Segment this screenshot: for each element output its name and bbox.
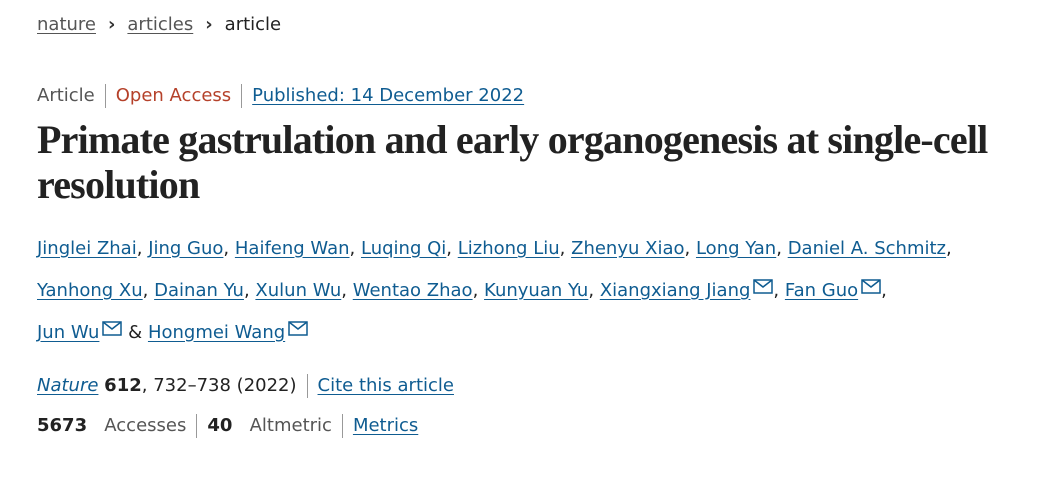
author-link[interactable]: Kunyuan Yu xyxy=(484,280,589,301)
breadcrumb-link[interactable]: nature xyxy=(37,14,96,35)
separator: , xyxy=(588,280,595,301)
breadcrumb-link[interactable]: articles xyxy=(127,14,194,35)
metrics-link[interactable]: Metrics xyxy=(352,415,419,436)
separator: , xyxy=(141,375,148,396)
author-link[interactable]: Jinglei Zhai xyxy=(37,238,137,259)
email-icon[interactable] xyxy=(861,269,881,309)
author-link[interactable]: Wentao Zhao xyxy=(352,280,473,301)
author: Xulun Wu, xyxy=(255,280,347,301)
author: Jinglei Zhai, xyxy=(37,238,142,259)
accesses-label: Accesses xyxy=(104,415,187,436)
published-date[interactable]: Published: 14 December 2022 xyxy=(252,85,525,106)
article-type: Article xyxy=(37,85,95,106)
separator: , xyxy=(136,238,143,259)
chevron: › xyxy=(205,14,213,35)
author-link[interactable]: Lizhong Liu xyxy=(457,238,560,259)
separator: , xyxy=(773,280,780,301)
separator: , xyxy=(341,280,347,301)
article-meta: Article Open Access Published: 14 December… xyxy=(37,84,524,108)
metrics: 5673 Accesses 40 Altmetric Metrics xyxy=(37,414,418,438)
separator: , xyxy=(946,238,952,259)
author-link[interactable]: Xulun Wu xyxy=(255,280,342,301)
author-link[interactable]: Dainan Yu xyxy=(154,280,244,301)
separator: , xyxy=(472,280,479,301)
author: Luqing Qi, xyxy=(361,238,452,259)
conjunction: & xyxy=(128,322,143,343)
author: Wentao Zhao, xyxy=(353,280,479,301)
author-link[interactable]: Fan Guo xyxy=(784,280,859,301)
separator: , xyxy=(881,280,887,301)
author-link[interactable]: Haifeng Wan xyxy=(234,238,350,259)
year: (2022) xyxy=(236,375,297,396)
article-title: Primate gastrulation and early organogen… xyxy=(37,117,988,207)
separator: , xyxy=(559,238,566,259)
separator: , xyxy=(776,238,782,259)
breadcrumb-current: article xyxy=(224,14,282,35)
separator: , xyxy=(446,238,452,259)
author: Xiangxiang Jiang, xyxy=(599,279,780,301)
cite-link[interactable]: Cite this article xyxy=(317,375,454,396)
author-link[interactable]: Long Yan xyxy=(695,238,777,259)
author: Jing Guo, xyxy=(148,238,229,259)
author-link[interactable]: Yanhong Xu xyxy=(37,280,143,301)
breadcrumb: nature › articles › article xyxy=(37,14,281,35)
separator: , xyxy=(142,280,149,301)
author: Hongmei Wang xyxy=(147,321,308,343)
chevron: › xyxy=(107,14,116,35)
author: Fan Guo, xyxy=(784,279,887,301)
author-link[interactable]: Luqing Qi xyxy=(360,238,447,259)
author-link[interactable]: Jun Wu xyxy=(37,322,100,343)
author: Lizhong Liu, xyxy=(458,238,566,259)
author: Haifeng Wan, xyxy=(235,238,355,259)
author-link[interactable]: Daniel A. Schmitz xyxy=(787,238,946,259)
journal-link[interactable]: Nature xyxy=(37,375,99,396)
volume: 612 xyxy=(104,375,142,396)
author-link[interactable]: Zhenyu Xiao xyxy=(571,238,685,259)
separator: , xyxy=(349,238,356,259)
pages: 732–738 xyxy=(153,375,231,396)
separator: , xyxy=(223,238,230,259)
altmetric-count: 40 xyxy=(207,415,233,436)
author: Zhenyu Xiao, xyxy=(571,238,690,259)
author: Long Yan, xyxy=(696,238,782,259)
citation: Nature 612, 732–738 (2022) Cite this arti… xyxy=(37,374,454,398)
author: Dainan Yu, xyxy=(154,280,250,301)
author: Yanhong Xu, xyxy=(37,280,148,301)
accesses-count: 5673 xyxy=(37,415,88,436)
author-list: Jinglei Zhai, Jing Guo, Haifeng Wan, Luq… xyxy=(37,229,977,353)
separator: , xyxy=(243,280,250,301)
author-link[interactable]: Hongmei Wang xyxy=(147,322,286,343)
email-icon[interactable] xyxy=(753,269,774,309)
open-access: Open Access xyxy=(115,85,232,106)
author-link[interactable]: Xiangxiang Jiang xyxy=(599,280,751,301)
author: Jun Wu xyxy=(37,321,123,343)
separator: , xyxy=(684,238,691,259)
email-icon[interactable] xyxy=(288,311,308,351)
author: Daniel A. Schmitz, xyxy=(788,238,952,259)
author: Kunyuan Yu, xyxy=(484,280,594,301)
altmetric-label: Altmetric xyxy=(249,415,332,436)
email-icon[interactable] xyxy=(102,311,123,351)
author-link[interactable]: Jing Guo xyxy=(148,238,224,259)
